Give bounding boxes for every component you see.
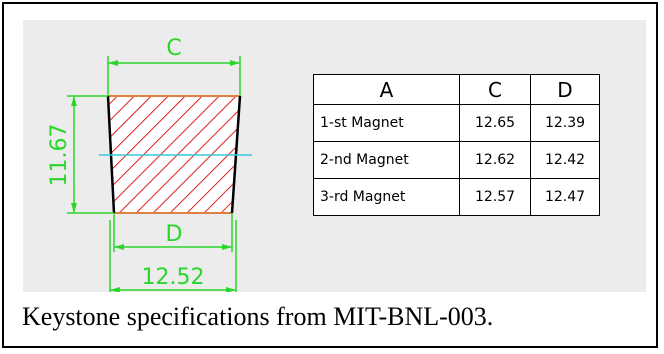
figure-caption: Keystone specifications from MIT-BNL-003… — [22, 302, 494, 331]
table-header-row: A C D — [313, 74, 600, 105]
keystone-drawing: C 11.67 D — [47, 36, 252, 292]
cell-c: 12.65 — [459, 104, 531, 142]
dim-c-label: C — [166, 36, 181, 61]
dimension-c — [107, 56, 241, 96]
dimension-height — [67, 95, 114, 214]
cell-c: 12.57 — [459, 178, 531, 216]
drawing-panel: C 11.67 D — [23, 20, 646, 292]
cell-d: 12.47 — [530, 178, 600, 216]
cell-magnet: 1-st Magnet — [313, 104, 460, 142]
table-row: 3-rd Magnet 12.57 12.47 — [313, 178, 600, 216]
dim-bottom-label: 12.52 — [142, 265, 205, 290]
figure-frame: C 11.67 D — [2, 2, 658, 348]
cell-d: 12.39 — [530, 104, 600, 142]
header-d: D — [530, 74, 600, 105]
header-a: A — [313, 74, 460, 105]
dimension-d — [113, 213, 233, 252]
cell-d: 12.42 — [530, 141, 600, 179]
dim-height-label: 11.67 — [47, 124, 72, 187]
table-row: 2-nd Magnet 12.62 12.42 — [313, 141, 600, 179]
cell-magnet: 2-nd Magnet — [313, 141, 460, 179]
dimension-bottom — [109, 220, 237, 292]
cell-c: 12.62 — [459, 141, 531, 179]
table-row: 1-st Magnet 12.65 12.39 — [313, 104, 600, 142]
spec-table: A C D 1-st Magnet 12.65 12.39 2-nd Magne… — [313, 74, 600, 216]
header-c: C — [459, 74, 531, 105]
dim-d-label: D — [166, 222, 183, 247]
cell-magnet: 3-rd Magnet — [313, 178, 460, 216]
